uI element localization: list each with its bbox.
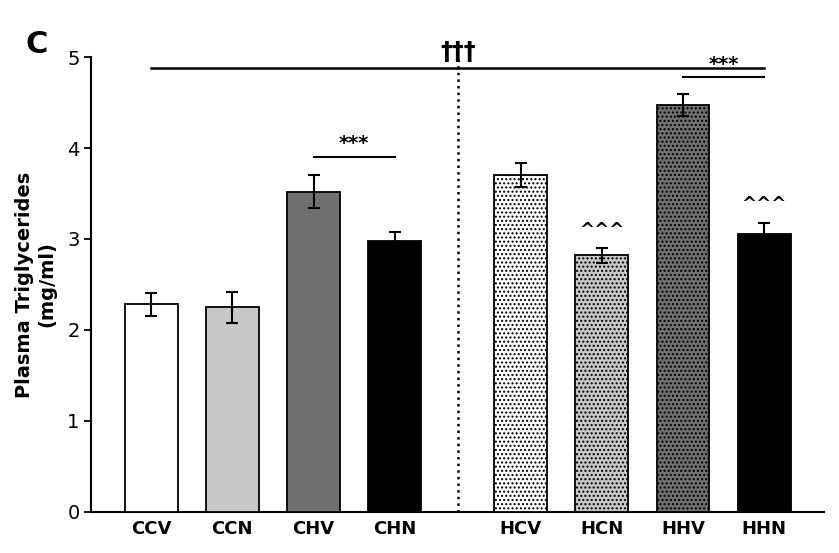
Text: C: C <box>25 30 48 59</box>
Bar <box>738 234 790 512</box>
Bar <box>368 241 421 512</box>
Bar <box>657 105 710 512</box>
Bar <box>125 304 178 512</box>
Bar <box>206 307 258 512</box>
Bar <box>494 175 547 512</box>
Text: ^^^: ^^^ <box>579 221 624 239</box>
Y-axis label: Plasma Triglycerides
(mg/ml): Plasma Triglycerides (mg/ml) <box>15 171 56 398</box>
Text: ***: *** <box>708 55 739 74</box>
Text: ^^^: ^^^ <box>742 196 787 213</box>
Text: ***: *** <box>339 134 369 154</box>
Bar <box>576 255 628 512</box>
Bar <box>287 192 340 512</box>
Text: †††: ††† <box>440 40 476 64</box>
